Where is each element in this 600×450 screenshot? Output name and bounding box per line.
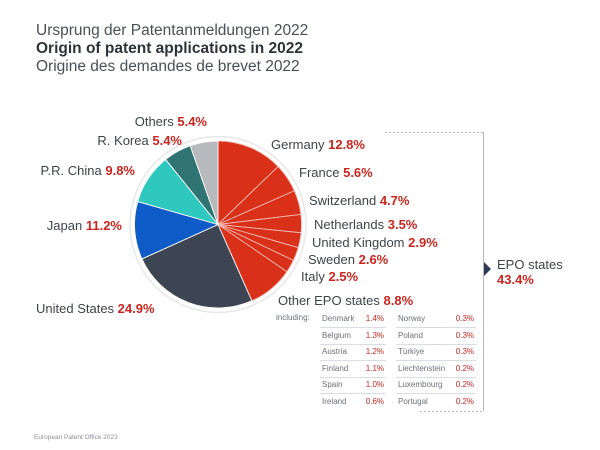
breakdown-row: Finland 1.1%: [320, 361, 386, 378]
breakdown-value: 1.4%: [365, 314, 384, 323]
breakdown-value: 1.1%: [365, 363, 384, 373]
breakdown-country: Denmark: [322, 314, 355, 323]
label-sweden: Sweden 2.6%: [308, 252, 389, 267]
label-germany: Germany 12.8%: [271, 137, 365, 152]
breakdown-row: Poland 0.3%: [396, 328, 476, 345]
pie-slice-others: [189, 140, 219, 225]
breakdown-row: Belgium 1.3%: [320, 328, 386, 345]
label-united-states: United States 24.9%: [36, 301, 155, 316]
pie-slice-united-states: [141, 224, 253, 309]
footer-source: European Patent Office 2023: [34, 434, 118, 441]
breakdown-country: Belgium: [322, 330, 351, 340]
breakdown-row: Luxembourg 0.2%: [396, 377, 476, 395]
breakdown-value: 0.2%: [455, 397, 474, 406]
breakdown-value: 0.6%: [365, 397, 384, 406]
breakdown-value: 0.3%: [455, 347, 474, 357]
epo-states-value: 43.4%: [497, 272, 534, 287]
breakdown-row: Austria 1.2%: [320, 344, 386, 362]
breakdown-value: 0.2%: [455, 363, 474, 373]
label-others: Others 5.4%: [134, 114, 207, 129]
breakdown-value: 1.3%: [365, 330, 384, 340]
breakdown-country: Austria: [322, 347, 347, 357]
title-french: Origine des demandes de brevet 2022: [36, 58, 300, 75]
label-korea: R. Korea 5.4%: [97, 133, 182, 148]
label-switzerland: Switzerland 4.7%: [309, 193, 410, 208]
breakdown-country: Spain: [322, 380, 343, 390]
label-china: P.R. China 9.8%: [40, 163, 135, 178]
breakdown-row: Denmark 1.4%: [320, 311, 386, 328]
breakdown-value: 1.0%: [365, 380, 384, 390]
label-united-kingdom: United Kingdom 2.9%: [312, 235, 438, 250]
label-japan: Japan 11.2%: [46, 218, 122, 233]
label-other-epo-states: Other EPO states 8.8%: [278, 293, 414, 308]
breakdown-row: Spain 1.0%: [320, 377, 386, 395]
breakdown-country: Norway: [398, 314, 426, 323]
epo-states-label: EPO states: [497, 257, 563, 272]
label-italy: Italy 2.5%: [301, 269, 359, 284]
pointer-triangle-icon: [484, 262, 491, 276]
breakdown-row: Portugal 0.2%: [396, 394, 476, 410]
epo-states-total: EPO states 43.4%: [497, 257, 563, 287]
title-german: Ursprung der Patentanmeldungen 2022: [36, 22, 309, 39]
pie-slices: [134, 140, 302, 309]
title-english: Origin of patent applications in 2022: [36, 40, 303, 57]
label-france: France 5.6%: [299, 165, 373, 180]
pie-slice-germany: [217, 140, 279, 225]
breakdown-country: Portugal: [398, 397, 428, 406]
breakdown-value: 0.3%: [455, 314, 474, 323]
breakdown-country: Finland: [322, 363, 349, 373]
breakdown-row: Liechtenstein 0.2%: [396, 361, 476, 378]
breakdown-country: Luxembourg: [398, 380, 443, 390]
breakdown-label: including:: [276, 313, 310, 322]
breakdown-country: Türkiye: [398, 347, 425, 357]
breakdown-row: Ireland 0.6%: [320, 394, 386, 410]
breakdown-value: 1.2%: [365, 347, 384, 357]
breakdown-country: Liechtenstein: [398, 363, 446, 373]
label-netherlands: Netherlands 3.5%: [314, 217, 418, 232]
breakdown-country: Ireland: [322, 397, 347, 406]
breakdown-value: 0.3%: [455, 330, 474, 340]
breakdown-country: Poland: [398, 330, 423, 340]
breakdown-value: 0.2%: [455, 380, 474, 390]
breakdown-row: Türkiye 0.3%: [396, 344, 476, 362]
breakdown-row: Norway 0.3%: [396, 311, 476, 328]
